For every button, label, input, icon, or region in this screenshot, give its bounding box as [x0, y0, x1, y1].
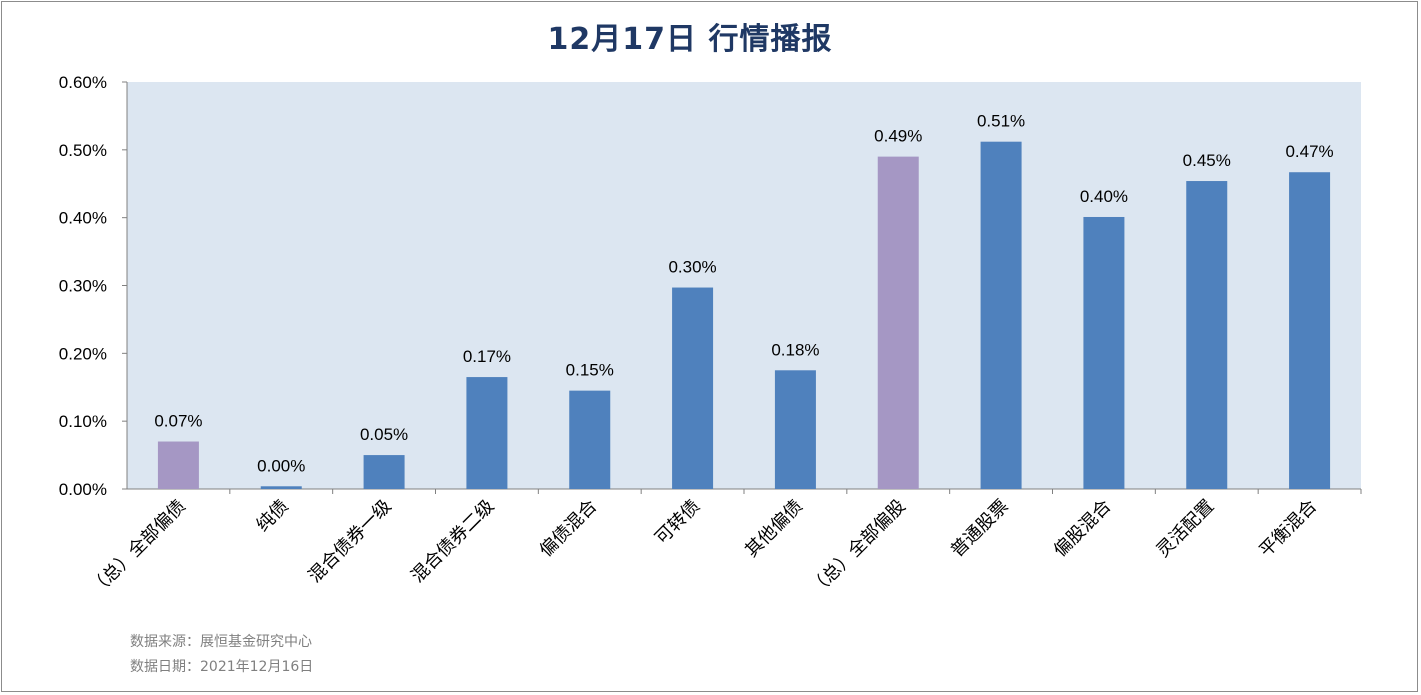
- y-tick-label: 0.20%: [59, 344, 107, 363]
- x-tick-label: （总）全部偏股: [806, 496, 910, 600]
- bar: [1289, 172, 1331, 490]
- x-tick-label: 可转债: [651, 496, 704, 549]
- bar: [157, 441, 199, 489]
- y-tick-label: 0.00%: [59, 480, 107, 499]
- data-label: 0.15%: [566, 361, 614, 380]
- bar: [363, 455, 405, 489]
- x-tick-label: 偏股混合: [1050, 496, 1116, 562]
- data-label: 0.45%: [1183, 151, 1231, 170]
- x-tick-label: 平衡混合: [1255, 496, 1321, 562]
- y-tick-label: 0.60%: [59, 73, 107, 92]
- bar: [569, 390, 611, 489]
- y-tick-label: 0.40%: [59, 209, 107, 228]
- bar: [774, 370, 816, 489]
- data-label: 0.00%: [257, 456, 305, 475]
- data-date-note: 数据日期：2021年12月16日: [130, 659, 314, 675]
- data-label: 0.47%: [1285, 142, 1333, 161]
- data-label: 0.18%: [771, 340, 819, 359]
- bar: [1083, 216, 1125, 489]
- data-label: 0.07%: [154, 412, 202, 431]
- bar: [672, 287, 714, 489]
- x-tick-label: 混合债券二级: [407, 496, 498, 587]
- data-label: 0.51%: [977, 112, 1025, 131]
- y-tick-label: 0.10%: [59, 412, 107, 431]
- bar: [1186, 181, 1228, 489]
- data-label: 0.30%: [668, 258, 716, 277]
- y-tick-label: 0.50%: [59, 141, 107, 160]
- bar: [260, 486, 302, 489]
- bar: [980, 141, 1022, 489]
- bar: [466, 377, 508, 489]
- plot-area: [127, 82, 1361, 489]
- data-label: 0.17%: [463, 347, 511, 366]
- chart-title: 12月17日 行情播报: [547, 22, 833, 57]
- data-label: 0.05%: [360, 425, 408, 444]
- y-tick-label: 0.30%: [59, 277, 107, 296]
- bar: [877, 156, 919, 489]
- data-label: 0.49%: [874, 127, 922, 146]
- x-tick-label: 其他偏债: [741, 496, 807, 562]
- x-tick-label: 纯债: [252, 496, 292, 536]
- x-tick-label: 普通股票: [947, 496, 1013, 562]
- x-tick-label: 混合债券一级: [304, 496, 395, 587]
- x-tick-label: 偏债混合: [536, 496, 602, 562]
- x-tick-label: （总）全部偏债: [86, 496, 190, 600]
- data-label: 0.40%: [1080, 187, 1128, 206]
- data-source-note: 数据来源：展恒基金研究中心: [130, 634, 312, 650]
- x-tick-label: 灵活配置: [1153, 496, 1219, 562]
